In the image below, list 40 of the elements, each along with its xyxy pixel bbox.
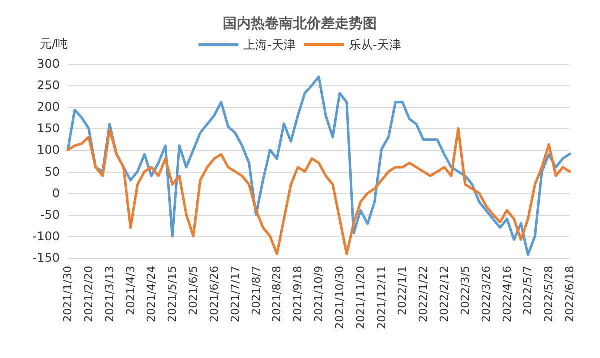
y-tick-label: -100: [32, 229, 60, 244]
x-tick-label: 2021/9/18: [292, 266, 305, 322]
y-tick-label: -150: [32, 251, 60, 265]
x-tick-label: 2022/5/7: [522, 266, 535, 316]
line-series: [66, 127, 572, 256]
y-tick-label: 50: [44, 164, 60, 179]
x-tick-label: 2021/8/28: [270, 266, 284, 322]
y-tick-label: -50: [40, 208, 60, 222]
y-axis-title: 元/吨: [40, 37, 68, 51]
x-tick-label: 2021/11/20: [354, 266, 368, 330]
x-tick-label: 2022/1/1: [396, 266, 410, 316]
x-tick-label: 2022/1/22: [417, 266, 430, 322]
legend-label: 乐从-天津: [349, 38, 402, 52]
chart-title: 国内热卷南北价差走势图: [223, 16, 377, 32]
x-tick-label: 2022/5/28: [542, 266, 556, 322]
x-tick-label: 2021/4/24: [145, 266, 158, 322]
x-tick-label: 2022/4/16: [500, 266, 514, 322]
x-tick-label: 2021/6/26: [208, 266, 221, 322]
x-tick-label: 2022/6/18: [564, 266, 576, 322]
x-tick-label: 2021/1/30: [62, 266, 74, 322]
x-tick-label: 2021/3/13: [103, 266, 116, 322]
x-tick-label: 2021/4/3: [124, 266, 138, 316]
x-tick-label: 2021/8/7: [250, 266, 263, 316]
y-tick-label: 100: [37, 143, 60, 158]
x-tick-label: 2021/5/15: [166, 266, 180, 322]
y-tick-label: 250: [37, 78, 60, 93]
x-tick-label: 2021/6/5: [187, 266, 200, 316]
x-tick-label: 2021/10/9: [312, 266, 326, 322]
x-tick-label: 2021/12/11: [375, 266, 388, 330]
x-tick-label: 2022/3/5: [458, 266, 472, 316]
y-tick-label: 300: [37, 57, 60, 71]
x-tick-label: 2022/3/26: [480, 266, 493, 322]
x-tick-label: 2021/7/17: [228, 266, 242, 322]
x-tick-label: 2022/2/12: [438, 266, 451, 322]
x-tick-label: 2021/10/30: [333, 266, 346, 330]
y-tick-label: 0: [52, 186, 60, 200]
y-tick-label: 150: [37, 122, 60, 136]
legend-label: 上海-天津: [244, 38, 296, 52]
x-tick-label: 2021/2/20: [82, 266, 96, 322]
y-tick-label: 200: [37, 100, 60, 114]
